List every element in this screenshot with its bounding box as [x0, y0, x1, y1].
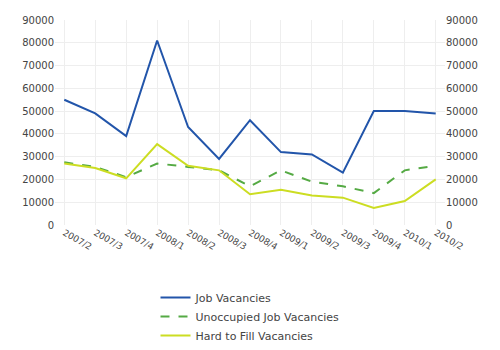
svg-text:20000: 20000	[446, 174, 478, 185]
svg-text:90000: 90000	[446, 15, 478, 26]
svg-text:2007/2: 2007/2	[61, 227, 93, 251]
svg-text:2010/1: 2010/1	[402, 227, 434, 251]
svg-text:80000: 80000	[446, 37, 478, 48]
svg-text:0: 0	[446, 220, 452, 231]
svg-text:2007/3: 2007/3	[92, 227, 124, 251]
svg-text:70000: 70000	[446, 60, 478, 71]
svg-text:50000: 50000	[446, 106, 478, 117]
svg-text:2008/4: 2008/4	[247, 227, 280, 252]
svg-text:2010/2: 2010/2	[432, 227, 464, 251]
svg-text:Hard to Fill Vacancies: Hard to Fill Vacancies	[196, 330, 314, 343]
svg-text:0: 0	[48, 220, 54, 231]
svg-text:Job Vacancies: Job Vacancies	[195, 292, 271, 305]
svg-text:20000: 20000	[22, 174, 54, 185]
svg-text:10000: 10000	[22, 197, 54, 208]
svg-text:30000: 30000	[22, 151, 54, 162]
svg-text:90000: 90000	[22, 15, 54, 26]
svg-text:70000: 70000	[22, 60, 54, 71]
svg-text:80000: 80000	[22, 37, 54, 48]
svg-text:2008/2: 2008/2	[185, 227, 217, 251]
svg-text:40000: 40000	[22, 128, 54, 139]
svg-text:2009/2: 2009/2	[309, 227, 341, 251]
svg-text:2008/3: 2008/3	[216, 227, 248, 251]
svg-text:60000: 60000	[22, 83, 54, 94]
svg-text:10000: 10000	[446, 197, 478, 208]
svg-text:2009/3: 2009/3	[340, 227, 372, 251]
svg-text:2009/4: 2009/4	[371, 227, 404, 252]
svg-text:Unoccupied Job Vacancies: Unoccupied Job Vacancies	[196, 311, 340, 324]
svg-text:50000: 50000	[22, 106, 54, 117]
svg-text:30000: 30000	[446, 151, 478, 162]
svg-text:2009/1: 2009/1	[278, 227, 310, 251]
svg-text:2008/1: 2008/1	[154, 227, 186, 251]
svg-text:40000: 40000	[446, 128, 478, 139]
svg-text:2007/4: 2007/4	[123, 227, 156, 252]
svg-text:60000: 60000	[446, 83, 478, 94]
